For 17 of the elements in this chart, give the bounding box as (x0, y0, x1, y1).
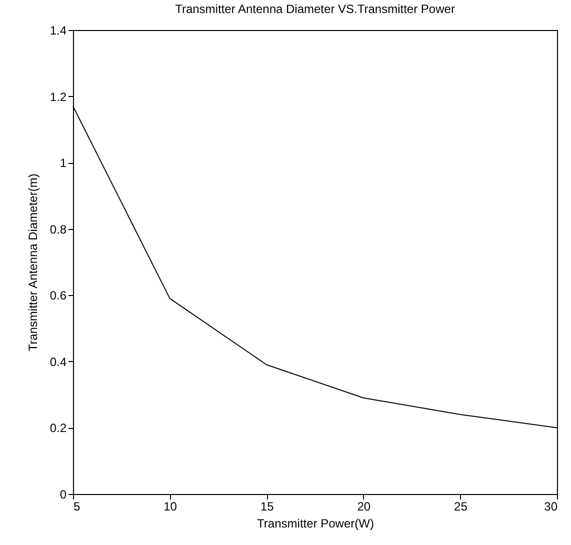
y-tick-label: 0.6 (50, 288, 67, 303)
x-tick-label: 20 (357, 500, 371, 514)
y-tick-label: 1.2 (50, 90, 67, 104)
y-tick-label: 0.4 (50, 354, 67, 369)
y-tick-label: 1.4 (50, 24, 67, 38)
y-tick-label: 1 (60, 156, 67, 170)
x-tick-label: 15 (260, 500, 274, 514)
y-axis-title: Transmitter Antenna Diameter(m) (26, 174, 40, 352)
y-tick-label: 0.2 (50, 421, 67, 436)
chart-title: Transmitter Antenna Diameter VS.Transmitter Power (175, 2, 455, 16)
x-tick-label: 30 (544, 500, 558, 514)
x-tick-label: 5 (74, 500, 80, 514)
x-tick-label: 10 (164, 500, 178, 514)
y-tick-label: 0 (60, 488, 67, 502)
y-tick-label: 0.8 (50, 222, 67, 236)
x-axis-title: Transmitter Power(W) (257, 516, 374, 530)
x-tick-label: 25 (454, 500, 468, 514)
